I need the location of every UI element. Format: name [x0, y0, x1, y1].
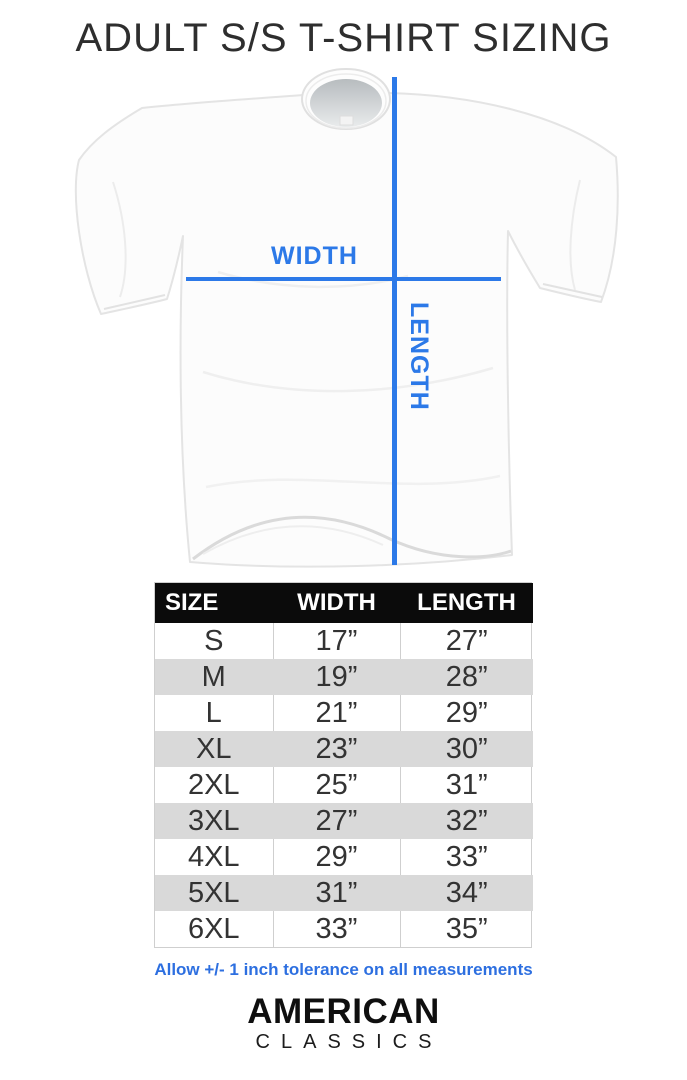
- size-cell: 31”: [272, 875, 400, 911]
- column-header-width: WIDTH: [273, 583, 400, 623]
- size-cell: 28”: [399, 659, 533, 695]
- tshirt-collar: [301, 68, 391, 130]
- size-table-body: S 17” 27” M 19” 28” L 21” 29” XL 23” 30” 2XL 25” 31” 3X…: [155, 623, 533, 947]
- size-cell: 6XL: [187, 912, 240, 945]
- size-cell: 2XL: [187, 768, 240, 801]
- size-cell: 27”: [272, 803, 400, 839]
- size-cell: XL: [155, 731, 273, 767]
- table-row: 5XL 31” 34”: [155, 875, 533, 911]
- table-row: S 17” 27”: [155, 623, 533, 659]
- width-measure-line: [186, 277, 501, 281]
- size-cell: 5XL: [155, 875, 273, 911]
- size-cell: 29”: [399, 695, 533, 731]
- size-cell: 34”: [399, 875, 533, 911]
- size-cell: 3XL: [155, 803, 273, 839]
- size-cell: 17”: [272, 623, 400, 659]
- size-cell: L: [205, 696, 222, 729]
- size-cell: S: [204, 624, 224, 657]
- size-cell: 33”: [399, 839, 533, 875]
- size-cell: 31”: [399, 767, 533, 803]
- brand-logo-american: AMERICAN: [247, 992, 440, 1031]
- tolerance-note: Allow +/- 1 inch tolerance on all measur…: [154, 960, 533, 979]
- size-table: SIZE WIDTH LENGTH S 17” 27” M 19” 28” L 21” 29” X…: [154, 582, 533, 948]
- size-cell: 33”: [272, 911, 400, 947]
- table-row: 6XL 33” 35”: [155, 911, 533, 947]
- table-row: 2XL 25” 31”: [155, 767, 533, 803]
- table-row: M 19” 28”: [155, 659, 533, 695]
- size-cell: 19”: [272, 659, 400, 695]
- brand-logo-classics: CLASSICS: [255, 1031, 443, 1053]
- column-header-length: LENGTH: [400, 583, 533, 623]
- brand-logo: AMERICAN CLASSICS: [0, 994, 687, 1052]
- column-header-size: SIZE: [155, 583, 273, 623]
- size-cell: 4XL: [187, 840, 240, 873]
- width-label: WIDTH: [271, 242, 358, 270]
- size-cell: 32”: [399, 803, 533, 839]
- size-cell: 29”: [272, 839, 400, 875]
- size-cell: 21”: [272, 695, 400, 731]
- table-row: 3XL 27” 32”: [155, 803, 533, 839]
- table-header-row: SIZE WIDTH LENGTH: [155, 583, 533, 623]
- tshirt-body: [74, 75, 619, 568]
- size-cell: 35”: [399, 911, 533, 947]
- length-label: LENGTH: [405, 302, 433, 411]
- table-row: XL 23” 30”: [155, 731, 533, 767]
- length-measure-line: [392, 77, 397, 565]
- size-cell: M: [155, 659, 273, 695]
- page-title: ADULT S/S T-SHIRT SIZING: [75, 16, 612, 60]
- table-row: 4XL 29” 33”: [155, 839, 533, 875]
- size-cell: 25”: [272, 767, 400, 803]
- tshirt-image: [74, 68, 619, 568]
- size-cell: 27”: [399, 623, 533, 659]
- size-cell: 30”: [399, 731, 533, 767]
- size-cell: 23”: [272, 731, 400, 767]
- table-row: L 21” 29”: [155, 695, 533, 731]
